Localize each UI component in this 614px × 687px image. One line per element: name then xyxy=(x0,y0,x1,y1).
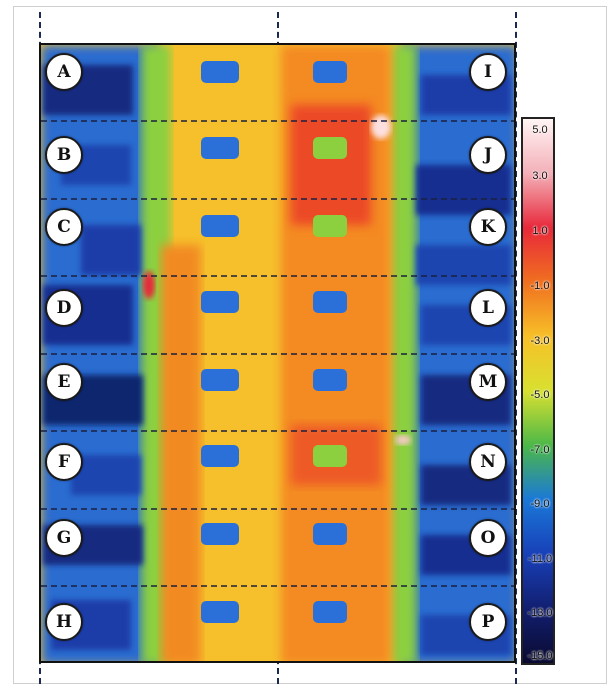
guide-line-right xyxy=(515,12,517,684)
zone-label-h: H xyxy=(45,603,83,641)
zone-label-k: K xyxy=(469,208,507,246)
zone-label-c: C xyxy=(45,208,83,246)
colorbar-tick-label: -15.0 xyxy=(527,650,553,662)
thermal-image xyxy=(39,43,516,663)
zone-label-i: I xyxy=(469,53,507,91)
colorbar-tick-label: -3.0 xyxy=(530,335,550,347)
zone-label-e: E xyxy=(45,363,83,401)
colorbar-tick-label: 1.0 xyxy=(532,225,548,237)
temperature-colorbar xyxy=(521,117,555,665)
zone-label-a: A xyxy=(45,53,83,91)
colorbar-tick-label: -13.0 xyxy=(527,607,553,619)
figure-frame xyxy=(13,6,607,684)
zone-label-b: B xyxy=(45,136,83,174)
colorbar-tick-label: -1.0 xyxy=(530,280,550,292)
zone-label-m: M xyxy=(469,363,507,401)
zone-label-p: P xyxy=(469,603,507,641)
colorbar-tick-label: -11.0 xyxy=(527,553,553,565)
colorbar-tick-label: -5.0 xyxy=(530,389,550,401)
zone-label-f: F xyxy=(45,443,83,481)
zone-label-l: L xyxy=(469,289,507,327)
zone-label-j: J xyxy=(469,136,507,174)
colorbar-tick-label: -7.0 xyxy=(530,444,550,456)
zone-label-d: D xyxy=(45,289,83,327)
zone-label-o: O xyxy=(469,519,507,557)
colorbar-tick-label: 5.0 xyxy=(532,124,548,136)
zone-label-g: G xyxy=(45,519,83,557)
colorbar-tick-label: 3.0 xyxy=(532,170,548,182)
colorbar-tick-label: -9.0 xyxy=(530,498,550,510)
thermal-facade xyxy=(41,45,514,661)
zone-label-n: N xyxy=(469,443,507,481)
